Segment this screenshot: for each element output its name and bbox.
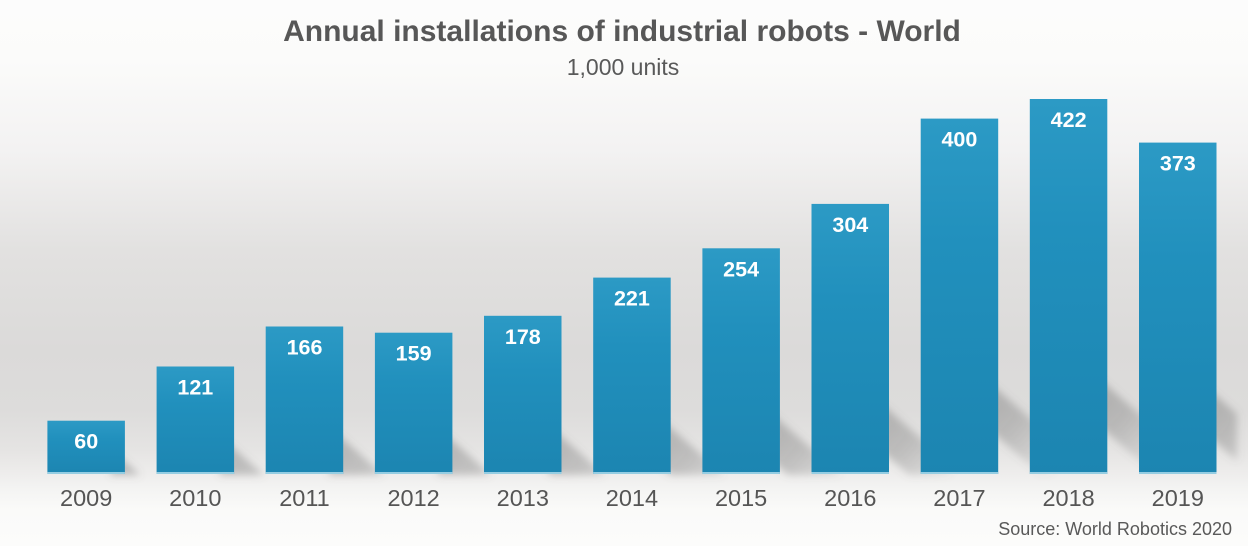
svg-text:254: 254 (723, 257, 759, 281)
svg-text:400: 400 (941, 128, 977, 152)
svg-text:178: 178 (505, 325, 541, 349)
svg-text:121: 121 (177, 376, 213, 400)
svg-text:1,000 units: 1,000 units (567, 54, 680, 80)
svg-text:166: 166 (287, 336, 323, 360)
svg-text:2009: 2009 (60, 485, 112, 511)
svg-text:2011: 2011 (279, 485, 330, 511)
svg-text:422: 422 (1051, 108, 1087, 132)
svg-text:2013: 2013 (497, 485, 549, 511)
svg-text:2018: 2018 (1042, 485, 1094, 511)
svg-text:2017: 2017 (933, 485, 985, 511)
svg-text:2015: 2015 (715, 485, 767, 511)
svg-text:2012: 2012 (387, 485, 439, 511)
svg-text:Annual installations of indust: Annual installations of industrial robot… (283, 15, 961, 48)
svg-text:2016: 2016 (824, 485, 876, 511)
svg-text:373: 373 (1160, 152, 1196, 176)
svg-text:2014: 2014 (606, 485, 658, 511)
svg-text:Source: World Robotics 2020: Source: World Robotics 2020 (998, 519, 1232, 539)
svg-text:2019: 2019 (1152, 485, 1204, 511)
svg-text:159: 159 (396, 342, 432, 366)
svg-text:304: 304 (832, 213, 868, 237)
svg-text:221: 221 (614, 287, 650, 311)
svg-text:2010: 2010 (169, 485, 221, 511)
svg-text:60: 60 (74, 430, 98, 454)
